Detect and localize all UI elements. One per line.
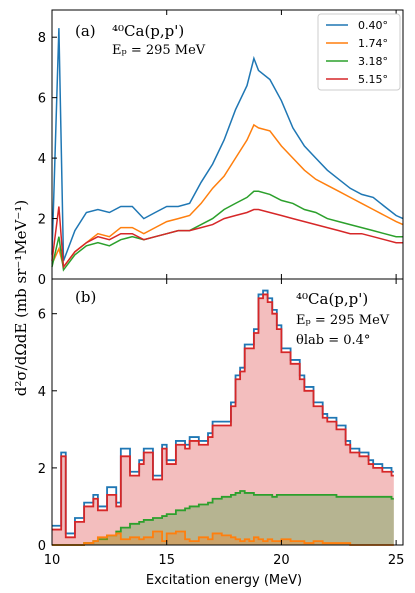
panel-b-ytick-label-0: 0 bbox=[38, 539, 46, 554]
legend-entry-3: 5.15° bbox=[358, 73, 388, 86]
legend: 0.40° 1.74° 3.18° 5.15° bbox=[317, 13, 401, 91]
panel-b-series-1 bbox=[52, 293, 394, 539]
panel-a-reaction: ⁴⁰Ca(p,p') bbox=[112, 22, 184, 40]
panel-a-series-3 bbox=[51, 206, 403, 269]
panel-b-label: (b) bbox=[75, 288, 96, 306]
panel-b-ytick-label-1: 2 bbox=[38, 462, 46, 477]
panel-a-label: (a) bbox=[75, 22, 96, 40]
panel-b-xtick-label-2: 20 bbox=[273, 553, 290, 568]
y-axis-label: d²σ/dΩdE (mb sr⁻¹MeV⁻¹) bbox=[12, 200, 30, 396]
panel-a-series-0 bbox=[51, 28, 404, 262]
panel-b-reaction: ⁴⁰Ca(p,p') bbox=[296, 290, 368, 308]
panel-b-ytick-label-3: 6 bbox=[38, 308, 46, 323]
legend-box bbox=[317, 13, 401, 91]
panel-b-xtick-label-0: 10 bbox=[44, 553, 61, 568]
panel-a-ytick-label-0: 0 bbox=[38, 273, 46, 288]
panel-b-fill-3 bbox=[52, 531, 394, 545]
panel-a-ytick-label-1: 2 bbox=[38, 213, 46, 228]
panel-b-fill-2 bbox=[52, 491, 394, 545]
panel-b-xtick-label-1: 15 bbox=[158, 553, 175, 568]
panel-a-energy: Eₚ = 295 MeV bbox=[112, 43, 206, 58]
panel-b-angle: θlab = 0.4° bbox=[296, 333, 370, 348]
legend-entry-1: 1.74° bbox=[358, 37, 388, 50]
panel-a-ytick-label-4: 8 bbox=[38, 31, 46, 46]
legend-entry-0: 0.40° bbox=[358, 19, 388, 32]
panel-a-series-2 bbox=[51, 190, 403, 272]
panel-b-ytick-label-2: 4 bbox=[38, 385, 46, 400]
legend-entry-2: 3.18° bbox=[358, 55, 388, 68]
panel-a-series-1 bbox=[51, 123, 404, 269]
panel-b-energy: Eₚ = 295 MeV bbox=[296, 313, 390, 328]
panel-b-frame bbox=[51, 278, 404, 546]
panel-b-series-3 bbox=[52, 530, 394, 546]
panel-b-xtick-label-3: 25 bbox=[388, 553, 405, 568]
x-axis-label: Excitation energy (MeV) bbox=[146, 573, 302, 588]
panel-b: 0 2 4 6 10 15 20 25 bbox=[38, 278, 405, 568]
panel-a-ytick-label-2: 4 bbox=[38, 152, 46, 167]
panel-a-ytick-label-3: 6 bbox=[38, 92, 46, 107]
panel-b-series-2 bbox=[52, 490, 394, 546]
panel-b-fill-1 bbox=[52, 294, 394, 545]
